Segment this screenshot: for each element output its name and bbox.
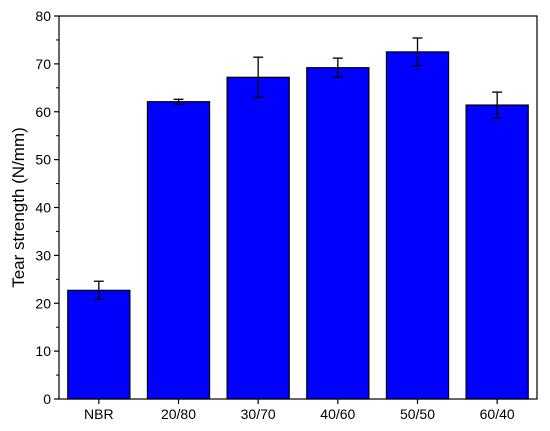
- y-tick-label: 60: [35, 104, 51, 120]
- x-tick-label: 50/50: [400, 406, 435, 422]
- x-tick-label: 30/70: [241, 406, 276, 422]
- plot-frame: [58, 15, 538, 400]
- error-bars-group: [93, 37, 503, 301]
- bar-40-60: [306, 67, 370, 400]
- y-tick-label: 20: [35, 295, 51, 311]
- x-tick-label: 60/40: [480, 406, 515, 422]
- bar-30-70: [226, 76, 290, 400]
- error-bar-nbr: [93, 280, 104, 301]
- error-bar-60-40: [492, 91, 503, 119]
- x-tick-label: NBR: [84, 406, 114, 422]
- x-axis: NBR 20/80 30/70 40/60 50/50 60/40: [84, 399, 515, 422]
- y-tick-label: 10: [35, 343, 51, 359]
- y-tick-label: 0: [43, 391, 51, 407]
- y-tick-label: 80: [35, 8, 51, 24]
- bars-group: [67, 51, 529, 400]
- y-tick-label: 30: [35, 247, 51, 263]
- y-tick-label: 50: [35, 152, 51, 168]
- error-bar-30-70: [253, 56, 264, 99]
- x-tick-label: 20/80: [161, 406, 196, 422]
- bar-60-40: [465, 104, 529, 400]
- error-bar-40-60: [332, 57, 343, 78]
- bar-50-50: [385, 51, 450, 400]
- bar-20-80: [146, 101, 211, 400]
- error-bar-50-50: [412, 37, 423, 67]
- y-tick-label: 70: [35, 56, 51, 72]
- x-tick-label: 40/60: [320, 406, 355, 422]
- y-axis: 0 10 20 30 40 50 60 70 80: [35, 8, 59, 407]
- y-axis-title: Tear strength (N/mm): [9, 127, 28, 288]
- bar-nbr: [67, 289, 131, 400]
- y-tick-label: 40: [35, 200, 51, 216]
- error-bar-20-80: [173, 98, 184, 105]
